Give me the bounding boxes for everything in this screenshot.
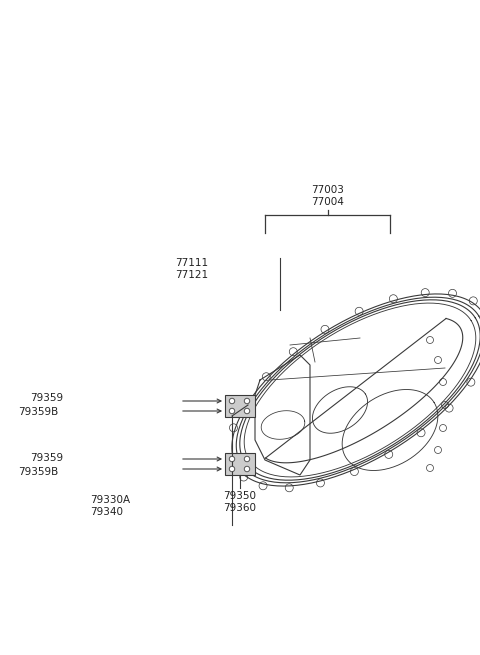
Circle shape <box>244 398 250 403</box>
Circle shape <box>245 457 249 460</box>
Text: 79359: 79359 <box>30 393 63 403</box>
Text: 79330A
79340: 79330A 79340 <box>90 495 130 517</box>
Circle shape <box>229 398 235 403</box>
Circle shape <box>230 409 233 413</box>
Text: 79359: 79359 <box>30 453 63 463</box>
Circle shape <box>229 409 235 413</box>
Circle shape <box>229 457 235 462</box>
Circle shape <box>245 400 249 403</box>
Circle shape <box>244 457 250 462</box>
Circle shape <box>245 409 249 413</box>
Circle shape <box>230 400 233 403</box>
Circle shape <box>229 466 235 472</box>
Bar <box>225 395 255 417</box>
Bar <box>225 453 255 475</box>
Circle shape <box>230 457 233 460</box>
Circle shape <box>244 466 250 472</box>
Text: 77111
77121: 77111 77121 <box>175 258 208 280</box>
Text: 79350
79360: 79350 79360 <box>224 491 256 513</box>
Circle shape <box>230 468 233 470</box>
Circle shape <box>245 468 249 470</box>
Text: 79359B: 79359B <box>18 467 58 477</box>
Text: 77003
77004: 77003 77004 <box>311 185 344 207</box>
Text: 79359B: 79359B <box>18 407 58 417</box>
Circle shape <box>244 409 250 413</box>
